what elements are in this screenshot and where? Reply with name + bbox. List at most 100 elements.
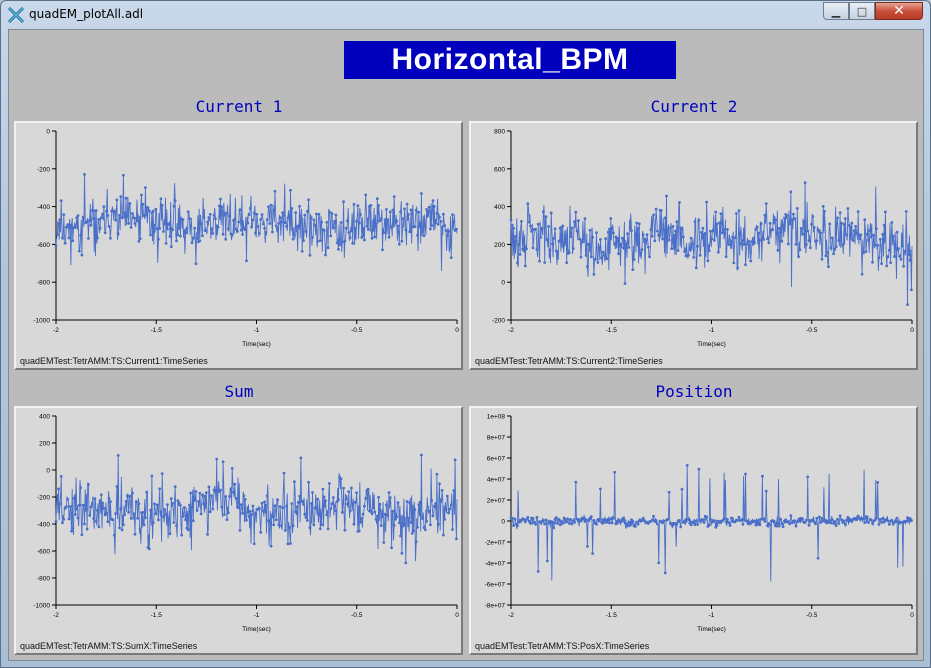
data-point (867, 238, 870, 242)
data-point (134, 500, 138, 504)
data-point (630, 229, 633, 232)
data-point (387, 491, 391, 494)
plot-panel-sum[interactable]: 400 200 0 -200 -400 -600 -800 -1000 -2 -1.5 -1 -0.5… (14, 406, 463, 655)
data-point (447, 230, 450, 233)
close-button[interactable]: ✕ (875, 2, 923, 20)
data-point (72, 496, 76, 500)
data-point (687, 253, 690, 257)
data-point (339, 477, 343, 481)
data-point (812, 226, 816, 229)
data-point (84, 508, 88, 512)
data-point (237, 220, 241, 224)
data-point (644, 239, 648, 243)
data-point (762, 238, 765, 241)
plot-panel-position[interactable]: 1e+08 8e+07 6e+07 4e+07 2e+07 0 -2e+07 -4e+07 -6… (469, 406, 918, 655)
data-point (562, 244, 566, 247)
data-point (438, 482, 441, 486)
plot-panel-current1[interactable]: 0 -200 -400 -600 -800 -1000 -2 -1.5 -1 -0.5 0 Time(… (14, 121, 463, 370)
data-point (232, 490, 235, 494)
data-point (286, 542, 290, 546)
data-point (351, 502, 355, 506)
data-point (258, 507, 261, 511)
data-point (891, 522, 895, 526)
data-point (145, 490, 149, 494)
data-point (94, 519, 98, 523)
data-point (125, 494, 129, 498)
data-point (388, 210, 392, 214)
data-point (251, 218, 255, 222)
data-point (709, 518, 712, 521)
y-tick-label: -400 (37, 522, 50, 529)
data-point (442, 533, 445, 537)
data-point (841, 243, 845, 247)
data-point (392, 195, 396, 198)
data-point (414, 208, 418, 212)
data-point (871, 522, 874, 525)
data-point (179, 234, 182, 238)
title-bar[interactable]: quadEM_plotAll.adl ▁ □ ✕ (1, 1, 930, 29)
data-point (566, 517, 570, 521)
data-point (732, 261, 736, 265)
data-point (224, 495, 228, 498)
data-point (164, 513, 168, 516)
data-point (304, 516, 308, 519)
data-point (124, 500, 128, 503)
data-point (898, 255, 902, 258)
data-point (188, 217, 191, 220)
data-point (109, 500, 112, 504)
data-point (803, 521, 807, 524)
data-point (729, 516, 733, 520)
data-point (373, 235, 377, 239)
data-point (128, 494, 132, 498)
data-point (67, 517, 71, 521)
data-point (264, 503, 268, 507)
data-point (132, 512, 136, 515)
data-point (116, 454, 120, 457)
minimize-button[interactable]: ▁ (823, 2, 849, 20)
data-point (70, 529, 73, 533)
data-point (612, 231, 615, 235)
data-point (423, 224, 427, 228)
y-tick-label: -200 (37, 495, 50, 502)
data-point (378, 502, 382, 506)
data-point (674, 229, 677, 233)
series-line (510, 182, 913, 305)
data-point (105, 512, 108, 515)
plot-panel-current2[interactable]: 800 600 400 200 0 -200 -2 -1.5 -1 -0.5 0 Time(sec) … (469, 121, 918, 370)
data-point (238, 208, 242, 212)
data-point (886, 519, 890, 523)
plot-title-current2: Current 2 (650, 97, 738, 116)
data-point (372, 506, 375, 510)
data-point (258, 232, 261, 235)
chart-sum: 400 200 0 -200 -400 -600 -800 -1000-2 -1.5 -1 -0.5… (33, 414, 459, 634)
data-point (612, 516, 615, 520)
data-point (516, 524, 519, 527)
data-point (628, 521, 632, 524)
data-point (278, 216, 282, 219)
data-point (99, 216, 103, 220)
data-point (701, 518, 705, 521)
data-point (287, 214, 291, 218)
data-point (679, 525, 683, 529)
data-point (779, 230, 782, 234)
data-point (843, 522, 847, 526)
plot-title-current1: Current 1 (195, 97, 283, 116)
maximize-button[interactable]: □ (849, 2, 875, 20)
data-point (727, 521, 731, 524)
data-point (373, 510, 377, 514)
data-point (649, 228, 653, 231)
data-point (206, 220, 210, 224)
data-point (102, 205, 106, 209)
data-point (825, 251, 829, 254)
data-point (397, 521, 401, 525)
data-point (646, 245, 650, 249)
data-point (567, 251, 571, 255)
y-tick-label: -200 (492, 318, 505, 325)
data-point (777, 524, 781, 528)
data-point (735, 212, 738, 215)
data-point (449, 503, 453, 507)
data-point (872, 233, 876, 237)
data-point (347, 231, 351, 234)
data-point (637, 222, 641, 226)
